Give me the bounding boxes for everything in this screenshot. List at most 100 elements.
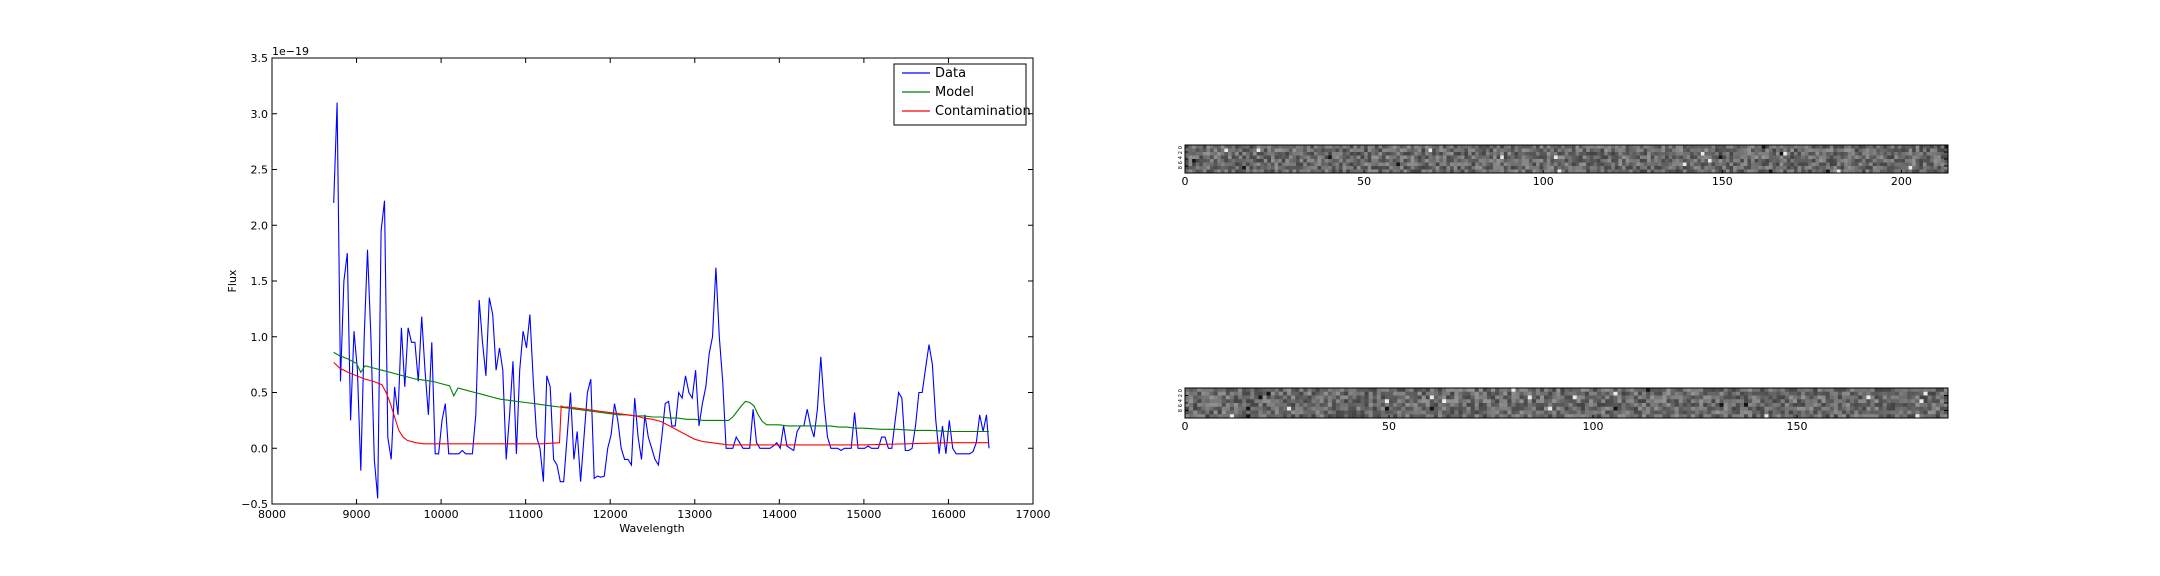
image-pixel [1454,395,1459,400]
image-pixel [1249,148,1254,153]
image-pixel [1760,395,1765,400]
image-pixel [1650,410,1655,415]
image-pixel [1607,145,1612,149]
image-pixel [1650,169,1655,174]
image-pixel [1905,145,1909,149]
image-pixel [1600,159,1605,163]
image-pixel [1374,166,1379,170]
image-pixel [1621,414,1627,419]
image-pixel [1392,162,1397,167]
image-pixel [1829,169,1834,174]
image-pixel [1266,406,1272,411]
image-pixel [1242,388,1247,393]
image-pixel [1256,145,1261,149]
image-pixel [1743,159,1748,163]
image-pixel [1750,155,1755,160]
image-pixel [1553,166,1558,170]
image-pixel [1596,152,1601,156]
image-pixel [1515,410,1520,415]
image-pixel [1632,169,1637,174]
image-pixel [1500,152,1505,156]
image-pixel [1754,162,1759,167]
image-pixel [1808,148,1813,153]
image-pixel [1780,410,1786,415]
image-pixel [1804,159,1809,163]
image-pixel [1331,395,1337,400]
image-pixel [1727,414,1733,419]
image-pixel [1346,169,1351,174]
image-pixel [1625,391,1631,396]
image-pixel [1311,399,1316,404]
image-pixel [1854,145,1859,149]
image-pixel [1675,152,1680,156]
image-pixel [1939,388,1945,393]
image-pixel [1523,399,1529,404]
image-pixel [1699,399,1704,404]
image-pixel [1605,395,1610,400]
image-pixel [1471,155,1476,160]
image-pixel [1927,399,1933,404]
image-pixel [1801,410,1806,415]
image-pixel [1568,169,1573,174]
image-pixel [1335,145,1340,149]
image-pixel [1528,152,1533,156]
image-pixel [1421,145,1426,149]
image-pixel [1274,414,1280,419]
image-pixel [1352,395,1357,400]
image-pixel [1776,159,1781,163]
image-pixel [1632,159,1637,163]
image-pixel [1368,414,1374,419]
image-pixel [1650,399,1655,404]
image-pixel [1815,155,1820,160]
image-pixel [1403,169,1408,174]
image-pixel [1287,388,1292,393]
image-pixel [1221,410,1227,415]
image-pixel [1704,166,1709,170]
image-pixel [1879,166,1884,170]
image-pixel [1851,162,1856,167]
image-pixel [1668,169,1673,174]
image-pixel [1185,414,1190,419]
image-pixel [1491,391,1496,396]
image-pixel [1342,152,1347,156]
image-pixel [1515,388,1520,393]
image-pixel [1854,162,1859,167]
image-pixel [1870,388,1875,393]
image-pixel [1819,162,1824,167]
image-pixel [1901,159,1906,163]
image-pixel [1740,159,1745,163]
image-pixel [1421,406,1427,411]
image-pixel [1385,162,1390,167]
image-pixel [1471,152,1476,156]
image-pixel [1930,162,1935,167]
image-pixel [1931,406,1937,411]
image-pixel [1854,152,1859,156]
image-pixel [1727,388,1733,393]
image-pixel [1296,162,1301,167]
image-pixel [1915,148,1920,153]
image-pixel [1711,155,1716,160]
image-pixel [1571,148,1576,153]
image-pixel [1478,399,1484,404]
image-pixel [1238,395,1243,400]
image-pixel [1801,391,1806,396]
image-pixel [1605,410,1610,415]
image-pixel [1582,155,1587,160]
image-pixel [1428,166,1433,170]
image-pixel [1405,399,1410,404]
image-pixel [1907,414,1912,419]
image-pixel [1496,148,1501,153]
image-pixel [1225,414,1231,419]
image-pixel [1715,403,1720,408]
image-pixel [1933,162,1938,167]
image-pixel [1233,395,1239,400]
image-pixel [1260,152,1265,156]
image-pixel [1266,414,1272,419]
image-pixel [1931,403,1937,408]
image-pixel [1786,166,1791,170]
image-pixel [1470,403,1476,408]
image-pixel [1584,414,1590,419]
image-pixel [1278,145,1283,149]
image-pixel [1323,410,1329,415]
image-pixel [1922,162,1927,167]
